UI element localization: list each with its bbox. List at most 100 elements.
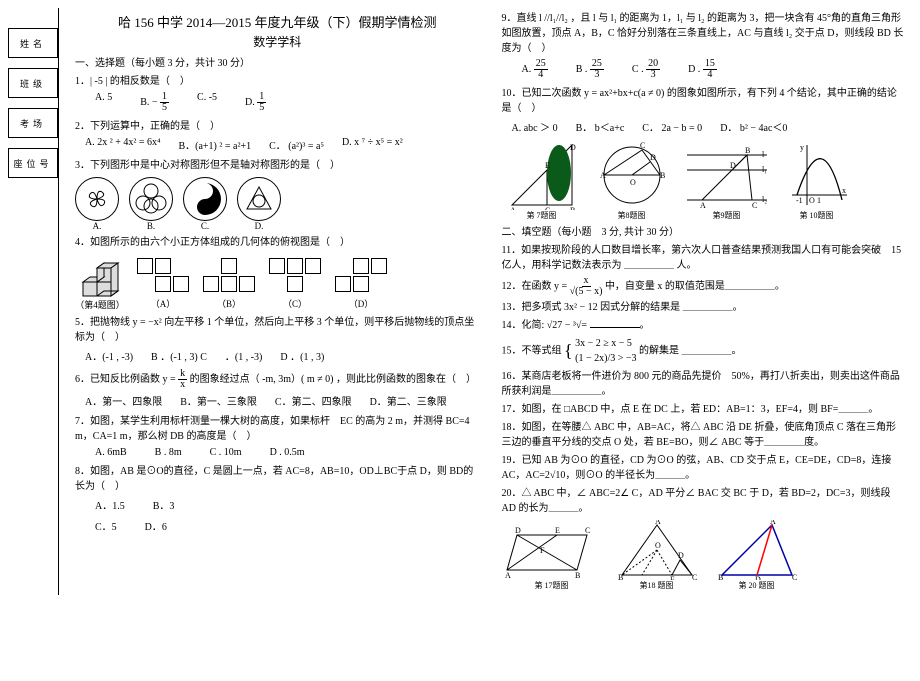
q20: 20．△ ABC 中，∠ ABC=2∠ C，AD 平分∠ BAC 交 BC 于 …	[502, 486, 907, 516]
svg-text:A: A	[770, 520, 776, 526]
q2-c: C． (a²)³ = a⁵	[269, 137, 324, 152]
exam-subject: 数学学科	[75, 33, 480, 50]
q2-a: A. 2x ² + 4x² = 6x⁴	[85, 137, 160, 152]
svg-text:B: B	[660, 171, 665, 180]
q1-text: 1．| -5 | 的相反数是（ ）	[75, 74, 480, 89]
svg-text:l₁: l₁	[762, 165, 767, 174]
svg-text:F: F	[540, 546, 545, 555]
q12: 12．在函数 y = x√(5 − x) 中，自变量 x 的取值范围是＿＿＿＿＿…	[502, 276, 907, 297]
svg-text:E: E	[545, 161, 550, 170]
svg-text:D: D	[730, 161, 736, 170]
q3-fig-c	[183, 177, 227, 221]
section1-title: 一、选择题（每小题 3 分，共计 30 分）	[75, 56, 480, 71]
svg-text:D: D	[678, 551, 684, 560]
q2-b: B．(a+1) ² = a²+1	[178, 137, 251, 152]
section2-title: 二、填空题（每小题 3 分, 共计 30 分）	[502, 225, 907, 240]
name-cell: 姓名	[8, 28, 58, 58]
q18: 18．如图，在等腰△ ABC 中，AB=AC，将△ ABC 沿 DE 折叠，使底…	[502, 420, 907, 450]
fig7: ACBED 第 7题图	[502, 140, 582, 221]
svg-text:l₂: l₂	[762, 195, 767, 204]
q8-text: 8．如图，AB 是⊙O的直径，C 是圆上一点，若 AC=8，AB=10，OD⊥B…	[75, 464, 480, 494]
fig17: DECABF 第 17题图	[502, 525, 602, 591]
q3-text: 3．下列图形中是中心对称图形但不是轴对称图形的是（ ）	[75, 158, 480, 173]
fig-row-7-10: ACBED 第 7题图 ABCOD 第8题图 ABCDll₁l₂ 第9题图 xy…	[502, 140, 907, 221]
svg-text:A: A	[505, 571, 511, 580]
class-cell: 班级	[8, 68, 58, 98]
q4-figures: （第4题图） （A） （B） （C） （D）	[75, 254, 480, 311]
exam-title: 哈 156 中学 2014—2015 年度九年级（下）假期学情检测	[75, 12, 480, 31]
svg-text:D: D	[515, 526, 521, 535]
svg-text:E: E	[555, 526, 560, 535]
svg-text:B: B	[570, 206, 575, 210]
column-right: 9．直线 l //l₁//l₂ ，且 l 与 l₁ 的距离为 1，l₁ 与 l₂…	[496, 8, 913, 595]
q2-choices: A. 2x ² + 4x² = 6x⁴ B．(a+1) ² = a²+1 C． …	[85, 137, 480, 152]
svg-text:x: x	[842, 186, 846, 195]
q10-text: 10．已知二次函数 y = ax²+bx+c(a ≠ 0) 的图象如图所示，有下…	[502, 86, 907, 116]
svg-text:O: O	[809, 196, 815, 205]
q4-opt-b	[201, 256, 257, 294]
svg-text:C: C	[752, 201, 757, 210]
q7-choices: A. 6mB B . 8m C . 10m D . 0.5m	[95, 447, 480, 458]
q7-text: 7．如图，某学生利用标杆测量一棵大树的高度，如果标杆 EC 的高为 2 m，并测…	[75, 414, 480, 444]
svg-text:O: O	[655, 541, 661, 550]
q9-choices: A. 254 B . 253 C . 203 D . 154	[522, 59, 907, 80]
q4-opt-c	[267, 256, 323, 294]
q1-d: D. 15	[245, 92, 266, 113]
q4-opt-a	[135, 256, 191, 294]
q8-choices: A．1.5 B．3	[95, 497, 480, 512]
fig10: xy-1O1 第 10题图	[782, 140, 852, 221]
room-cell: 考场	[8, 108, 58, 138]
q3-fig-a	[75, 177, 119, 221]
q2-text: 2．下列运算中，正确的是（ ）	[75, 119, 480, 134]
svg-text:B: B	[745, 146, 750, 155]
q10-choices: A. abc ＞ 0 B． b＜a+c C． 2a − b = 0 D． b² …	[512, 119, 907, 134]
q13: 13．把多项式 3x² − 12 因式分解的结果是 ＿＿＿＿＿。	[502, 300, 907, 315]
svg-text:C: C	[692, 573, 697, 580]
q4-solid	[75, 254, 125, 298]
q2-d: D. x ⁷ ÷ x⁵ = x²	[342, 137, 403, 152]
svg-text:-1: -1	[796, 196, 803, 205]
q6-choices: A．第一、四象限 B．第一、三象限 C．第二、四象限 D．第二、三象限	[85, 393, 480, 408]
q15: 15．不等式组 { 3x − 2 ≥ x − 5 (1 − 2x)/3 > −3…	[502, 336, 907, 366]
q14: 14．化简: √27 − ³√= 。	[502, 318, 907, 333]
q4-text: 4．如图所示的由六个小正方体组成的几何体的俯视图是（ ）	[75, 235, 480, 250]
svg-text:A: A	[600, 171, 606, 180]
q5-choices: A．(-1 , -3) B ．(-1 , 3) C ．(1 , -3) D ．(…	[85, 348, 480, 363]
seat-cell: 座位号	[8, 148, 58, 178]
q5-text: 5．把抛物线 y = −x² 向左平移 1 个单位，然后向上平移 3 个单位，则…	[75, 315, 480, 345]
fig9: ABCDll₁l₂ 第9题图	[682, 140, 772, 221]
q9-text: 9．直线 l //l₁//l₂ ，且 l 与 l₁ 的距离为 1，l₁ 与 l₂…	[502, 11, 907, 56]
q3-fig-d	[237, 177, 281, 221]
svg-text:1: 1	[817, 196, 821, 205]
svg-text:C: C	[792, 573, 797, 580]
q3-fig-b	[129, 177, 173, 221]
q6-text: 6．已知反比例函数 y = kx 的图象经过点（ -m, 3m）( m ≠ 0)…	[75, 369, 480, 390]
q4-opt-d	[333, 256, 389, 294]
student-info-sidebar: 姓名 班级 考场 座位号	[8, 8, 59, 595]
svg-text:C: C	[585, 526, 590, 535]
q1-choices: A. 5 B. − 15 C. -5 D. 15	[95, 92, 480, 113]
q1-a: A. 5	[95, 92, 112, 113]
svg-text:D: D	[650, 153, 656, 162]
svg-text:D: D	[570, 143, 576, 152]
fig18: ABCOED 第18 题图	[612, 520, 702, 591]
svg-text:A: A	[700, 201, 706, 210]
column-left: 哈 156 中学 2014—2015 年度九年级（下）假期学情检测 数学学科 一…	[69, 8, 486, 595]
q1-b: B. − 15	[140, 92, 169, 113]
svg-text:O: O	[630, 178, 636, 187]
q11: 11．如果按现阶段的人口数目增长率，第六次人口普查结果预测我国人口有可能会突破 …	[502, 243, 907, 273]
svg-text:B: B	[718, 573, 723, 580]
q17: 17．如图，在 □ABCD 中，点 E 在 DC 上，若 ED：AB=1：3，E…	[502, 402, 907, 417]
q3-figures: A. B. C. D.	[75, 177, 480, 231]
svg-text:B: B	[618, 573, 623, 580]
fig-row-17-20: DECABF 第 17题图 ABCOED 第18 题图 ABDC 第 20 题图	[502, 520, 907, 591]
q1-c: C. -5	[197, 92, 217, 113]
svg-text:y: y	[800, 143, 804, 152]
svg-text:A: A	[655, 520, 661, 526]
q19: 19．已知 AB 为⊙O 的直径，CD 为⊙O 的弦，AB、CD 交于点 E，C…	[502, 453, 907, 483]
fig8: ABCOD 第8题图	[592, 140, 672, 221]
q16: 16．某商店老板将一件进价为 800 元的商品先提价 50%，再打八折卖出，则卖…	[502, 369, 907, 399]
svg-text:C: C	[640, 141, 645, 150]
svg-text:A: A	[510, 206, 516, 210]
svg-text:B: B	[575, 571, 580, 580]
